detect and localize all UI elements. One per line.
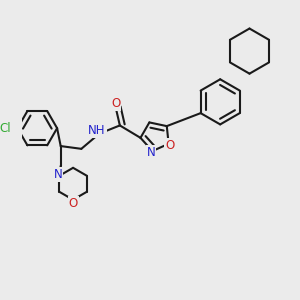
Text: N: N bbox=[53, 168, 62, 181]
Text: O: O bbox=[111, 97, 120, 110]
Text: O: O bbox=[165, 139, 175, 152]
Text: N: N bbox=[147, 146, 155, 159]
Text: O: O bbox=[68, 196, 78, 209]
Text: Cl: Cl bbox=[0, 122, 11, 135]
Text: NH: NH bbox=[88, 124, 106, 137]
